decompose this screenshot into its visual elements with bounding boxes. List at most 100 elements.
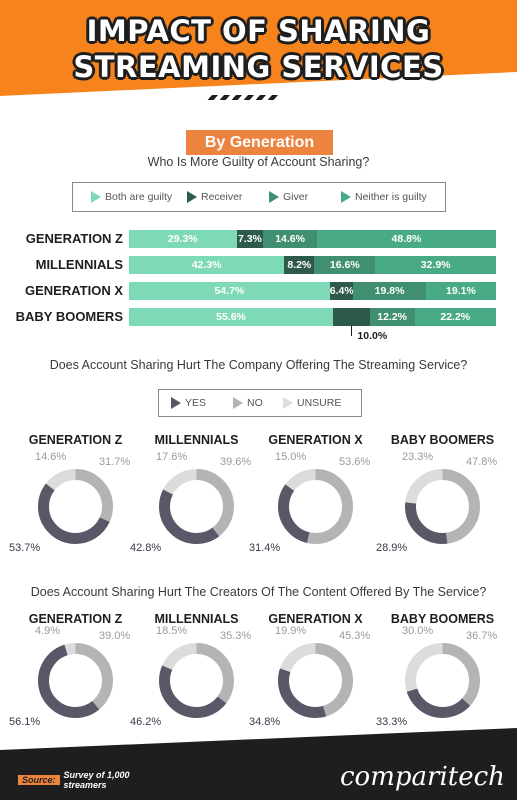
donut-label-yes: 53.7% — [9, 542, 41, 554]
bar-segment: 19.8% — [353, 282, 426, 300]
bar-segment: 22.2% — [414, 308, 496, 326]
donut-label-yes: 56.1% — [9, 716, 41, 728]
donut-slice-yes — [158, 468, 234, 544]
bar-segment: 16.6% — [314, 256, 376, 274]
donut-title: GENERATION X — [268, 433, 363, 447]
donut-slice-yes — [158, 642, 234, 718]
donut-slice-unsure — [37, 468, 113, 544]
donut-label-no: 36.7% — [466, 630, 498, 642]
legend-label-both: Both are guilty — [105, 191, 173, 203]
legend-label-neither: Neither is guilty — [355, 191, 427, 203]
footer-background — [0, 728, 517, 800]
bar-segment: 42.3% — [129, 256, 285, 274]
bar-segment: 12.2% — [369, 308, 415, 326]
legend-label-no: NO — [247, 397, 263, 409]
donut-chart — [277, 642, 353, 718]
triangle-icon — [269, 191, 279, 203]
question-creators: Does Account Sharing Hurt The Creators O… — [30, 585, 487, 599]
donut-title: MILLENNIALS — [154, 612, 239, 626]
bar-segment: 32.9% — [375, 256, 496, 274]
donut-label-unsure: 30.0% — [402, 625, 434, 637]
source-text: Survey of 1,000 streamers — [63, 770, 130, 790]
donut-chart — [404, 642, 480, 718]
donut-slice-yes — [404, 468, 480, 544]
triangle-icon — [91, 191, 101, 203]
legend-item-giver: Giver — [269, 183, 308, 211]
legend-item-both: Both are guilty — [91, 183, 172, 211]
donut-slice-unsure — [37, 642, 113, 718]
footer-banner — [0, 728, 517, 800]
bar-segment: 54.7% — [129, 282, 330, 300]
legend-yes-no: YES NO UNSURE — [158, 389, 362, 417]
donut-slice-yes — [37, 468, 113, 544]
bar-segment: 19.1% — [425, 282, 496, 300]
header-stripes — [207, 95, 278, 100]
legend-label-unsure: UNSURE — [297, 397, 342, 409]
donut-chart — [277, 468, 353, 544]
donut-title: BABY BOOMERS — [390, 612, 495, 626]
triangle-icon — [233, 397, 243, 409]
donut-chart — [158, 468, 234, 544]
bar-segment: 48.8% — [316, 230, 496, 248]
donut-slice-yes — [37, 642, 113, 718]
title-line-2: STREAMING SERVICES — [73, 50, 444, 84]
donut-label-unsure: 23.3% — [402, 451, 434, 463]
donut-label-no: 31.7% — [99, 456, 131, 468]
legend-label-yes: YES — [185, 397, 207, 409]
legend-guilty: Both are guilty Receiver Giver Neither i… — [72, 182, 446, 212]
question-company: Does Account Sharing Hurt The Company Of… — [49, 358, 468, 372]
donut-chart — [404, 468, 480, 544]
triangle-icon — [171, 397, 181, 409]
bar-value-label: 10.0% — [357, 330, 388, 342]
bar-category-label: MILLENNIALS — [35, 257, 123, 272]
legend-item-receiver: Receiver — [187, 183, 242, 211]
legend-label-receiver: Receiver — [201, 191, 243, 203]
bar-label-pointer — [351, 326, 353, 336]
legend-item-neither: Neither is guilty — [341, 183, 427, 211]
donut-title: GENERATION Z — [28, 612, 123, 626]
donut-label-unsure: 4.9% — [35, 625, 61, 637]
bar-segment: 55.6% — [129, 308, 334, 326]
donut-label-yes: 42.8% — [130, 542, 162, 554]
bar-category-label: GENERATION X — [25, 283, 123, 298]
donut-slice-yes — [404, 642, 480, 718]
brand-logo: comparitech — [340, 762, 505, 792]
triangle-icon — [283, 397, 293, 409]
donut-label-unsure: 17.6% — [156, 451, 188, 463]
donut-chart — [37, 468, 113, 544]
donut-label-no: 47.8% — [466, 456, 498, 468]
source-tag: Source: — [18, 775, 60, 785]
donut-label-unsure: 14.6% — [35, 451, 67, 463]
donut-slice-unsure — [404, 468, 480, 544]
header-slant — [0, 72, 517, 100]
donut-label-unsure: 19.9% — [275, 625, 307, 637]
donut-slice-unsure — [158, 642, 234, 718]
donut-title: GENERATION Z — [28, 433, 123, 447]
title-line-1: IMPACT OF SHARING — [86, 14, 431, 48]
donut-chart — [37, 642, 113, 718]
donut-label-no: 53.6% — [339, 456, 371, 468]
donut-slice-unsure — [404, 642, 480, 718]
header-banner — [0, 0, 517, 100]
donut-label-yes: 33.3% — [376, 716, 408, 728]
bar-segment: 14.6% — [263, 230, 317, 248]
donut-label-no: 45.3% — [339, 630, 371, 642]
question-guilty: Who Is More Guilty of Account Sharing? — [147, 155, 370, 169]
donut-title: GENERATION X — [268, 612, 363, 626]
donut-chart — [158, 642, 234, 718]
donut-label-yes: 34.8% — [249, 716, 281, 728]
bar-segment: 8.2% — [284, 256, 315, 274]
triangle-icon — [341, 191, 351, 203]
bar-category-label: BABY BOOMERS — [15, 309, 123, 324]
donut-slice-unsure — [158, 468, 234, 544]
donut-label-no: 35.3% — [220, 630, 252, 642]
bar-segment: 6.4% — [329, 282, 354, 300]
legend-item-yes: YES — [171, 390, 206, 416]
triangle-icon — [187, 191, 197, 203]
donut-title: MILLENNIALS — [154, 433, 239, 447]
donut-slice-yes — [277, 642, 353, 718]
bar-segment: 7.3% — [236, 230, 264, 248]
by-generation-badge: By Generation — [186, 130, 333, 155]
bar-segment: 29.3% — [129, 230, 237, 248]
donut-label-yes: 28.9% — [376, 542, 408, 554]
